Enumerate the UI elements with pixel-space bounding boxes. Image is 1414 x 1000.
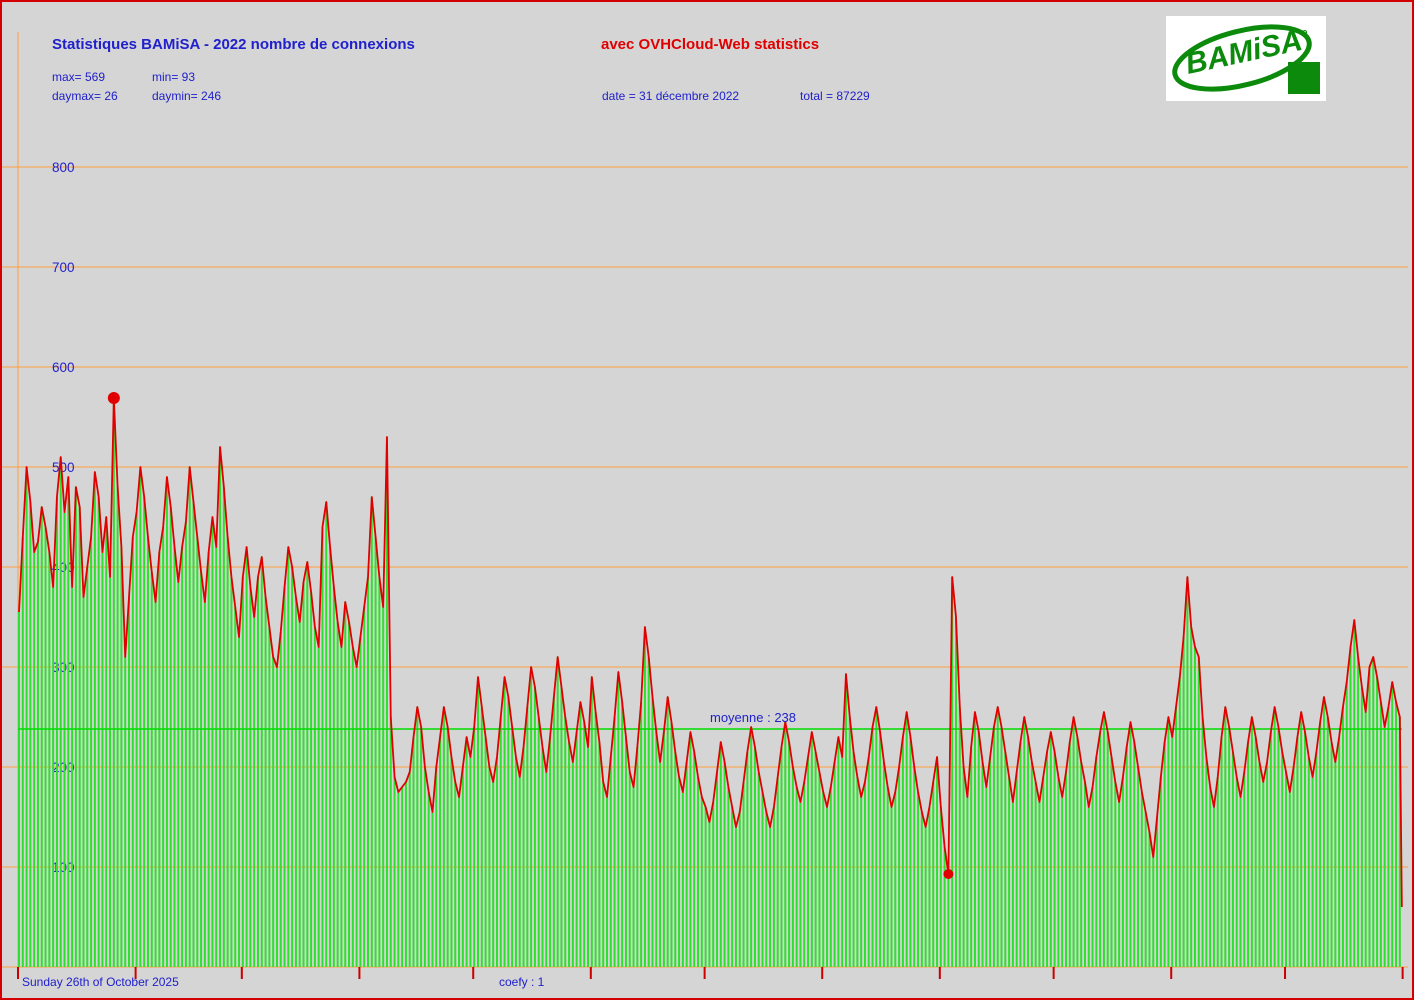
min-point-marker [943, 869, 954, 879]
connection-line [18, 397, 1403, 908]
stat-min: min= 93 [152, 70, 196, 84]
stat-max: max= 569 [52, 70, 106, 84]
stat-daymax: daymax= 26 [52, 89, 118, 103]
average-label: moyenne : 238 [710, 710, 797, 725]
logo-text: BAMiSA [1183, 24, 1306, 81]
page-title: Statistiques BAMiSA - 2022 nombre de con… [52, 36, 415, 53]
y-axis-tick-label: 600 [52, 360, 75, 375]
stat-daymin: daymin= 246 [152, 89, 222, 103]
logo-square [1288, 62, 1320, 94]
logo-ellipse [1172, 24, 1312, 92]
footer-date: Sunday 26th of October 2025 [22, 975, 179, 989]
stat-total: total = 87229 [800, 89, 870, 103]
logo-mark: ° [1302, 27, 1308, 43]
y-axis-tick-label: 500 [52, 460, 75, 475]
subtitle-ovhcloud: avec OVHCloud-Web statistics [601, 36, 820, 53]
month-ticks [17, 967, 1404, 979]
bamisa-logo: BAMiSA ° [1166, 16, 1326, 101]
bars [18, 398, 1401, 967]
bamisa-logo-graphic: BAMiSA ° [1172, 24, 1320, 94]
max-point-marker [107, 392, 120, 404]
y-axis-tick-label: 800 [52, 160, 75, 175]
y-axis-tick-label: 700 [52, 260, 75, 275]
footer-coefy: coefy : 1 [499, 975, 545, 989]
stat-date: date = 31 décembre 2022 [602, 89, 740, 103]
